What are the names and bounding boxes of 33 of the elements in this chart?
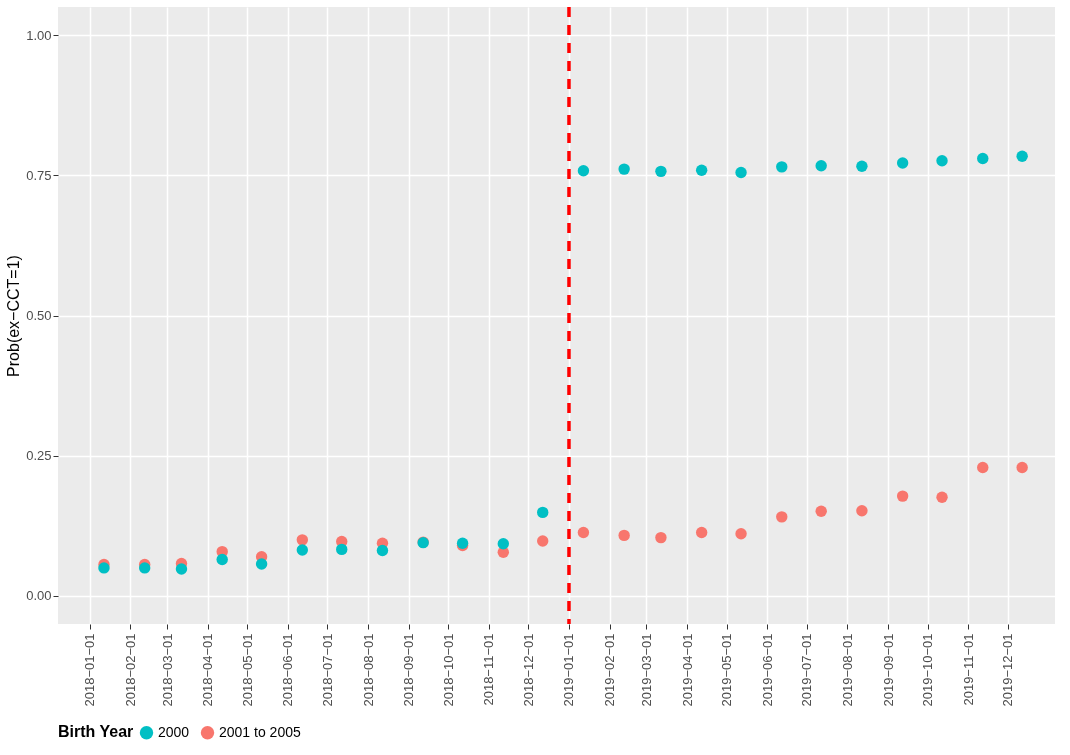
x-tick-label: 2018−07−01 bbox=[319, 633, 335, 707]
y-tick-label: 0.75 bbox=[26, 167, 52, 183]
y-tick-label: 0.25 bbox=[26, 448, 52, 464]
x-tick-label: 2018−03−01 bbox=[159, 633, 175, 707]
y-tick-label: 0.50 bbox=[26, 308, 52, 323]
legend-label: 2001 to 2005 bbox=[219, 723, 301, 740]
x-tick-label: 2018−08−01 bbox=[360, 633, 376, 707]
x-tick-label: 2019−04−01 bbox=[679, 633, 695, 707]
y-axis-title: Prob(ex−CCT=1) bbox=[5, 255, 23, 377]
x-tick-label: 2019−05−01 bbox=[719, 633, 735, 707]
x-tick-label: 2018−10−01 bbox=[440, 633, 456, 707]
x-tick-label: 2019−10−01 bbox=[920, 633, 936, 707]
legend-title: Birth Year bbox=[58, 723, 134, 740]
x-tick-label: 2019−08−01 bbox=[839, 633, 855, 707]
x-tick-label: 2018−02−01 bbox=[122, 633, 138, 707]
x-tick-label: 2018−06−01 bbox=[280, 633, 296, 707]
x-tick-label: 2019−07−01 bbox=[799, 633, 815, 707]
x-tick-label: 2019−11−01 bbox=[960, 633, 976, 706]
x-tick-label: 2019−01−01 bbox=[561, 633, 577, 707]
x-tick-label: 2018−12−01 bbox=[520, 633, 536, 707]
x-tick-label: 2018−11−01 bbox=[481, 633, 497, 706]
x-tick-label: 2019−02−01 bbox=[602, 633, 618, 707]
x-tick-label: 2018−09−01 bbox=[401, 633, 417, 707]
x-tick-label: 2018−05−01 bbox=[239, 633, 255, 707]
x-tick-label: 2019−03−01 bbox=[638, 633, 654, 707]
y-tick-label: 1.00 bbox=[26, 27, 52, 43]
legend-label: 2000 bbox=[158, 723, 190, 740]
x-tick-label: 2019−09−01 bbox=[880, 633, 896, 707]
x-tick-label: 2019−06−01 bbox=[759, 633, 775, 707]
x-tick-label: 2019−12−01 bbox=[1000, 633, 1016, 707]
x-tick-label: 2018−01−01 bbox=[82, 633, 98, 707]
x-tick-label: 2018−04−01 bbox=[200, 633, 216, 707]
y-tick-label: 0.00 bbox=[26, 588, 52, 604]
